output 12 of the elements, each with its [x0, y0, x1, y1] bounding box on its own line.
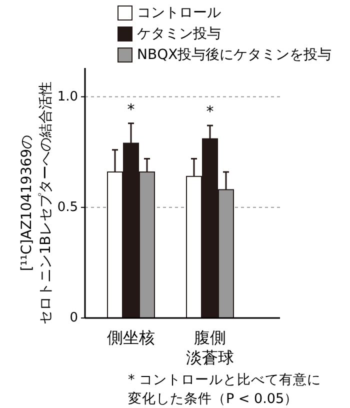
- annotation: *: [206, 102, 214, 121]
- y-axis-title: [¹¹C]AZ10419369のセロトニン1Bレセプターへの結合活性: [19, 82, 54, 324]
- legend-label: ケタミン投与: [137, 26, 221, 42]
- y-tick-label: 0.5: [57, 200, 78, 215]
- legend-label: NBQX投与後にケタミンを投与: [137, 47, 332, 63]
- annotation: *: [127, 100, 136, 118]
- x-tick-label: 腹側淡蒼球: [186, 328, 234, 367]
- legend-label: コントロール: [137, 5, 221, 21]
- y-tick-label: 1.0: [57, 89, 78, 104]
- y-tick-label: 0: [70, 310, 78, 326]
- x-tick-label: 側坐核: [107, 328, 155, 347]
- text: * コントロールと比べて有意に変化した条件（P < 0.05）: [128, 372, 322, 407]
